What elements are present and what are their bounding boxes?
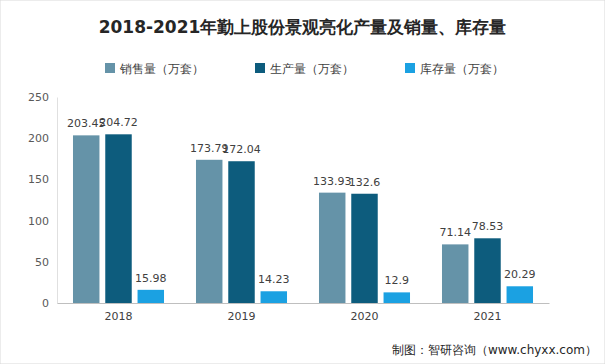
data-label: 15.98: [135, 272, 167, 285]
background: [0, 0, 605, 364]
bars: [73, 134, 533, 303]
x-tick-label: 2021: [474, 310, 502, 323]
legend-swatch: [105, 63, 115, 73]
data-label: 132.6: [349, 176, 381, 189]
y-tick: 50: [35, 256, 57, 269]
y-axis: 0 50 100 150 200 250: [28, 91, 58, 310]
x-tick: 2020: [351, 303, 379, 323]
source-note: 制图：智研咨询（www.chyxx.com）: [392, 343, 597, 357]
y-tick-label: 250: [28, 91, 49, 104]
legend-label: 库存量（万套）: [420, 62, 504, 76]
x-axis-line: [58, 303, 550, 304]
bar: [261, 291, 287, 303]
data-label: 78.53: [472, 220, 504, 233]
y-tick-label: 150: [28, 173, 49, 186]
y-tick: 150: [28, 173, 57, 186]
bar: [105, 134, 131, 303]
legend-swatch: [405, 63, 415, 73]
data-labels: 203.45173.79133.9371.14204.72172.04132.6…: [67, 116, 536, 287]
legend-item: 库存量（万套）: [405, 62, 504, 76]
data-label: 14.23: [258, 273, 290, 286]
data-label: 12.9: [385, 274, 410, 287]
legend-swatch: [255, 63, 265, 73]
y-tick-label: 200: [28, 132, 49, 145]
x-axis: 2018 2019 2020 2021: [58, 303, 550, 323]
y-tick: 0: [42, 297, 57, 310]
bar: [442, 244, 468, 303]
bar: [73, 135, 99, 303]
bar: [507, 286, 533, 303]
y-tick: 100: [28, 215, 57, 228]
y-tick: 250: [28, 91, 57, 104]
x-tick: 2019: [228, 303, 256, 323]
x-tick-label: 2019: [228, 310, 256, 323]
bar: [384, 292, 410, 303]
y-axis-line: [57, 98, 58, 304]
y-tick: 200: [28, 132, 57, 145]
title: 2018-2021年勤上股份景观亮化产量及销量、库存量: [99, 17, 507, 37]
x-tick: 2018: [105, 303, 133, 323]
data-label: 20.29: [504, 268, 536, 281]
data-label: 204.72: [99, 116, 138, 129]
legend-item: 生产量（万套）: [255, 62, 354, 76]
bar: [351, 194, 377, 303]
data-label: 71.14: [439, 226, 471, 239]
x-tick-label: 2018: [105, 310, 133, 323]
bar: [228, 161, 254, 303]
bar: [196, 160, 222, 303]
y-tick-label: 0: [42, 297, 49, 310]
data-label: 133.93: [313, 175, 352, 188]
legend-label: 生产量（万套）: [270, 62, 354, 76]
data-label: 172.04: [222, 143, 261, 156]
y-tick-label: 50: [35, 256, 49, 269]
x-tick-label: 2020: [351, 310, 379, 323]
legend-item: 销售量（万套）: [105, 62, 204, 76]
y-tick-label: 100: [28, 215, 49, 228]
bar: [138, 290, 164, 303]
x-tick: 2021: [474, 303, 502, 323]
legend-label: 销售量（万套）: [119, 62, 204, 76]
bar: [319, 193, 345, 303]
bar: [474, 238, 500, 303]
